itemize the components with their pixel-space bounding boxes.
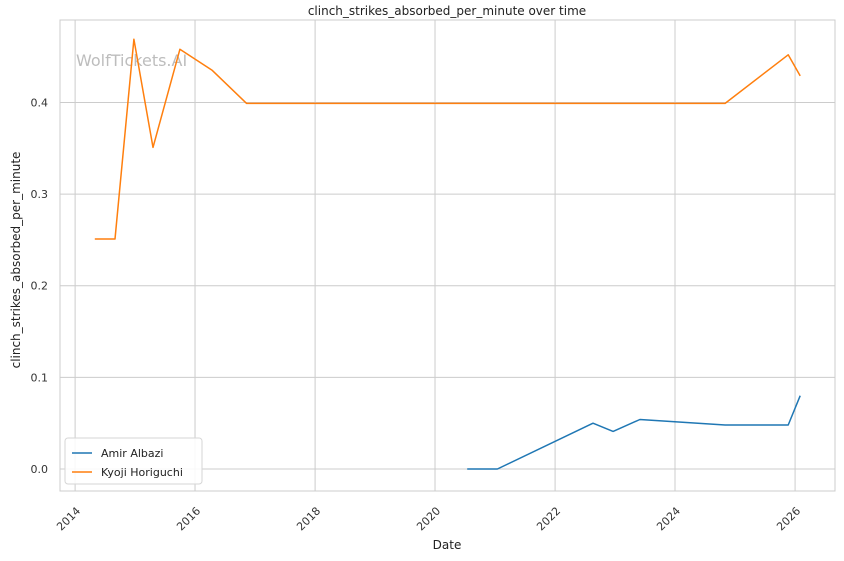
x-tick-label: 2018 xyxy=(294,504,323,533)
data-point-amir-albazi-0 xyxy=(466,468,469,471)
y-axis-title: clinch_strikes_absorbed_per_minute xyxy=(9,152,23,369)
data-point-kyoji-horiguchi-0 xyxy=(93,238,96,241)
data-point-kyoji-horiguchi-6 xyxy=(245,102,248,105)
data-point-amir-albazi-5 xyxy=(724,424,727,427)
legend-label-kyoji-horiguchi: Kyoji Horiguchi xyxy=(101,466,183,479)
series-lines xyxy=(93,38,802,471)
data-point-kyoji-horiguchi-2 xyxy=(132,38,135,41)
x-tick-label: 2014 xyxy=(54,504,83,533)
series-line-kyoji-horiguchi xyxy=(94,38,801,240)
x-gridlines xyxy=(74,20,796,491)
x-tick-label: 2020 xyxy=(414,504,443,533)
x-tick-labels: 2014 2016 2018 2020 2022 2024 2026 xyxy=(54,504,803,533)
chart-title: clinch_strikes_absorbed_per_minute over … xyxy=(308,4,586,18)
y-tick-labels: 0.0 0.1 0.2 0.3 0.4 xyxy=(31,96,49,476)
x-axis-title: Date xyxy=(433,538,462,552)
legend-box xyxy=(64,437,203,485)
data-point-kyoji-horiguchi-4 xyxy=(178,48,181,51)
y-gridlines xyxy=(60,101,835,470)
data-point-amir-albazi-3 xyxy=(612,430,615,433)
y-tick-label: 0.1 xyxy=(31,371,49,384)
data-point-kyoji-horiguchi-7 xyxy=(724,102,727,105)
x-tick-label: 2026 xyxy=(774,504,803,533)
data-point-amir-albazi-7 xyxy=(799,394,802,397)
data-point-amir-albazi-6 xyxy=(787,424,790,427)
legend: Amir Albazi Kyoji Horiguchi xyxy=(64,437,203,485)
x-tick-label: 2024 xyxy=(654,504,683,533)
data-point-amir-albazi-1 xyxy=(496,468,499,471)
data-point-kyoji-horiguchi-5 xyxy=(211,69,214,72)
plot-frame xyxy=(59,19,836,492)
data-point-kyoji-horiguchi-3 xyxy=(151,146,154,149)
y-tick-label: 0.4 xyxy=(31,96,49,109)
series-line-amir-albazi xyxy=(467,395,801,470)
x-tick-label: 2016 xyxy=(174,504,203,533)
data-point-amir-albazi-2 xyxy=(592,422,595,425)
plot-background xyxy=(60,20,835,491)
data-point-amir-albazi-4 xyxy=(638,418,641,421)
data-point-kyoji-horiguchi-8 xyxy=(787,53,790,56)
x-tick-label: 2022 xyxy=(534,504,563,533)
legend-label-amir-albazi: Amir Albazi xyxy=(101,447,163,460)
y-tick-label: 0.2 xyxy=(31,280,49,293)
data-point-kyoji-horiguchi-1 xyxy=(114,238,117,241)
y-tick-label: 0.0 xyxy=(31,463,49,476)
y-tick-label: 0.3 xyxy=(31,188,49,201)
data-point-kyoji-horiguchi-9 xyxy=(799,74,802,77)
